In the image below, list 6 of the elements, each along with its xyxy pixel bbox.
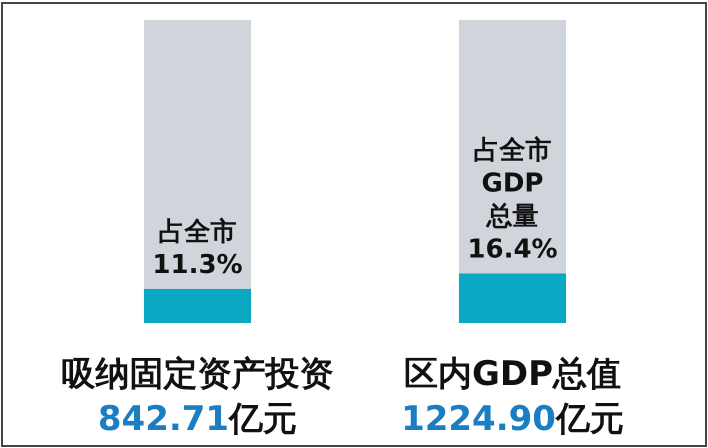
x-tick-label: 区内GDP总值 [404, 354, 622, 394]
data-label: 占全市 GDP 总量 16.4% [467, 135, 558, 264]
text: 1224.90亿元 [401, 399, 624, 439]
text: 842.71亿元 [98, 399, 298, 439]
data-label: 占全市 11.3% [152, 216, 243, 280]
x-tick-label: 吸纳固定资产投资 [62, 354, 334, 394]
